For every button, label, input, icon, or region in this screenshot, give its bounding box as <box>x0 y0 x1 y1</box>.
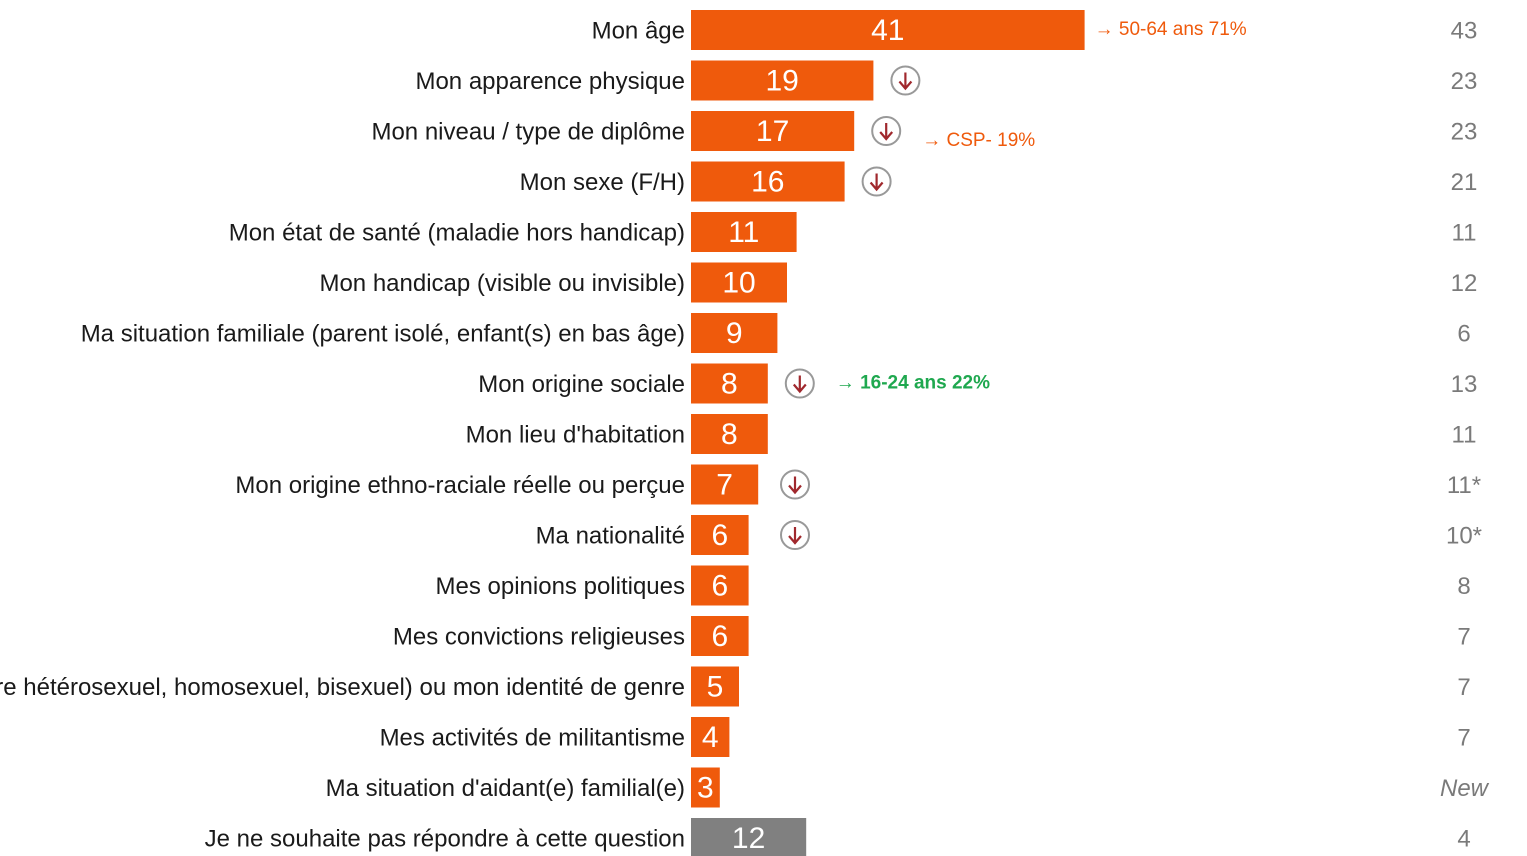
icon-arrow <box>792 375 807 394</box>
bar <box>691 818 807 856</box>
previous-value: 10* <box>1446 522 1482 549</box>
decrease-icon <box>890 65 921 96</box>
value-label: 16 <box>751 165 784 198</box>
previous-value: 7 <box>1457 674 1470 701</box>
value-label: 6 <box>711 569 728 602</box>
category-label: Je ne souhaite pas répondre à cette ques… <box>205 825 685 852</box>
annotation: → CSP- 19% <box>922 130 1035 151</box>
category-label: Mon état de santé (maladie hors handicap… <box>229 219 685 246</box>
previous-value: 23 <box>1451 68 1478 95</box>
value-label: 17 <box>756 115 789 148</box>
bar <box>691 212 797 252</box>
icon-circle <box>871 116 902 146</box>
previous-value: 6 <box>1457 320 1470 347</box>
category-label: Mon origine sociale <box>478 371 685 398</box>
previous-value: 21 <box>1451 169 1478 196</box>
bar <box>691 414 768 454</box>
previous-value: New <box>1440 775 1490 802</box>
value-label: 9 <box>726 317 743 350</box>
value-label: 6 <box>711 620 728 653</box>
bar <box>691 161 845 202</box>
bar <box>691 111 855 151</box>
annotation: → 50-64 ans 71% <box>1095 19 1247 40</box>
bar <box>691 363 768 404</box>
bar <box>691 464 759 505</box>
value-label: 8 <box>721 367 738 400</box>
decrease-icon <box>780 469 810 500</box>
value-label: 5 <box>707 670 724 703</box>
previous-value: 8 <box>1457 573 1470 600</box>
category-label: Mon apparence physique <box>415 68 685 95</box>
decrease-icon <box>861 166 892 197</box>
icon-circle <box>890 65 921 96</box>
category-label: Ma situation d'aidant(e) familial(e) <box>326 775 685 802</box>
category-label: Mon niveau / type de diplôme <box>371 118 685 145</box>
bar <box>691 313 778 353</box>
bar <box>691 262 787 303</box>
previous-value: 11* <box>1447 472 1481 499</box>
category-label: Ma nationalité <box>536 522 685 549</box>
value-label: 41 <box>871 14 904 47</box>
icon-circle <box>861 166 892 197</box>
icon-arrow <box>788 527 802 545</box>
value-label: 6 <box>711 519 728 552</box>
icon-arrow <box>788 476 802 495</box>
decrease-icon <box>780 520 810 550</box>
bar <box>691 666 739 707</box>
decrease-icon <box>784 368 815 399</box>
previous-value: 4 <box>1457 825 1470 852</box>
category-label: Ma situation familiale (parent isolé, en… <box>81 320 685 347</box>
value-label: 7 <box>716 468 733 501</box>
previous-value: 11 <box>1452 421 1477 448</box>
value-label: 12 <box>732 822 765 855</box>
previous-value: 23 <box>1451 118 1478 145</box>
category-label: Mon handicap (visible ou invisible) <box>319 270 685 297</box>
value-label: 19 <box>766 64 799 97</box>
bar <box>691 515 749 555</box>
category-label: Mon âge <box>592 17 685 44</box>
previous-value: 11 <box>1452 219 1477 246</box>
category-label: Mes activités de militantisme <box>380 724 685 751</box>
icon-circle <box>784 368 815 399</box>
value-label: 4 <box>702 721 719 754</box>
bar <box>691 10 1085 50</box>
category-label: Mes convictions religieuses <box>393 623 685 650</box>
decrease-icon <box>871 116 902 146</box>
icon-arrow <box>869 173 884 192</box>
category-label: Mon lieu d'habitation <box>466 421 685 448</box>
previous-value: 13 <box>1451 371 1478 398</box>
category-label: Mon origine ethno-raciale réelle ou perç… <box>235 472 685 499</box>
category-label: Mes opinions politiques <box>436 573 685 600</box>
icon-arrow <box>879 123 894 141</box>
value-label: 3 <box>697 771 714 804</box>
previous-value: 7 <box>1457 623 1470 650</box>
bar <box>691 60 874 101</box>
bar <box>691 767 720 808</box>
value-label: 8 <box>721 418 738 451</box>
category-label: Mon sexe (F/H) <box>520 169 685 196</box>
value-label: 10 <box>722 266 755 299</box>
icon-arrow <box>898 72 913 91</box>
bar <box>691 565 749 606</box>
category-label: être hétérosexuel, homosexuel, bisexuel)… <box>0 674 685 701</box>
bar <box>691 616 749 656</box>
previous-value: 7 <box>1457 724 1470 751</box>
previous-value: 43 <box>1451 17 1478 44</box>
icon-circle <box>780 520 810 550</box>
previous-value: 12 <box>1451 270 1478 297</box>
icon-circle <box>780 469 810 500</box>
annotation: → 16-24 ans 22% <box>836 373 990 394</box>
value-label: 11 <box>728 216 759 249</box>
bar <box>691 717 730 757</box>
